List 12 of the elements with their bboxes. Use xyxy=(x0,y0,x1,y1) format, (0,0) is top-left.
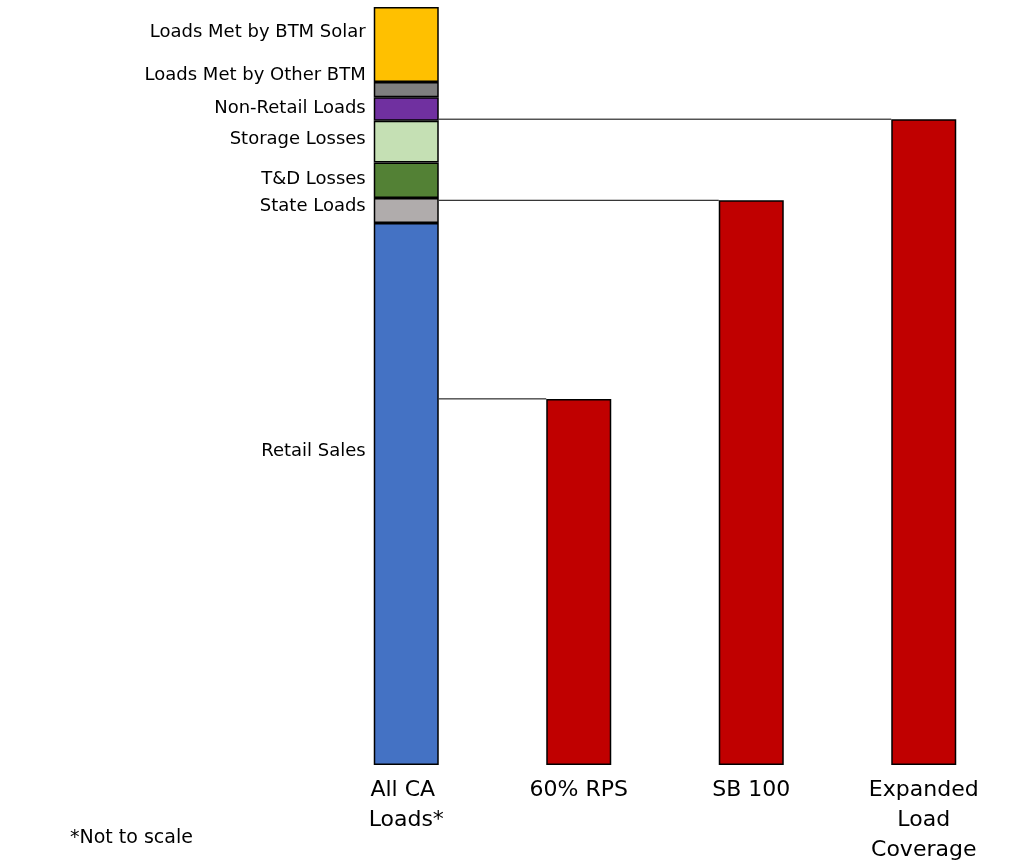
series-label: Retail Sales xyxy=(261,438,366,460)
series-label: T&D Losses xyxy=(260,166,366,188)
text: *Not to scale xyxy=(70,824,193,847)
x-tick-label: 60% RPS xyxy=(529,775,628,801)
series-label: Non-Retail Loads xyxy=(214,96,366,118)
series-label: State Loads xyxy=(259,194,366,216)
x-tick-label: Expanded Load Coverage xyxy=(868,775,979,861)
series-label: Loads Met by Other BTM xyxy=(144,63,366,85)
series-label: Storage Losses xyxy=(229,127,366,149)
series-label: Loads Met by BTM Solar xyxy=(149,20,367,42)
x-tick-label: All CA Loads* xyxy=(368,775,444,831)
x-tick-label: SB 100 xyxy=(712,775,791,801)
